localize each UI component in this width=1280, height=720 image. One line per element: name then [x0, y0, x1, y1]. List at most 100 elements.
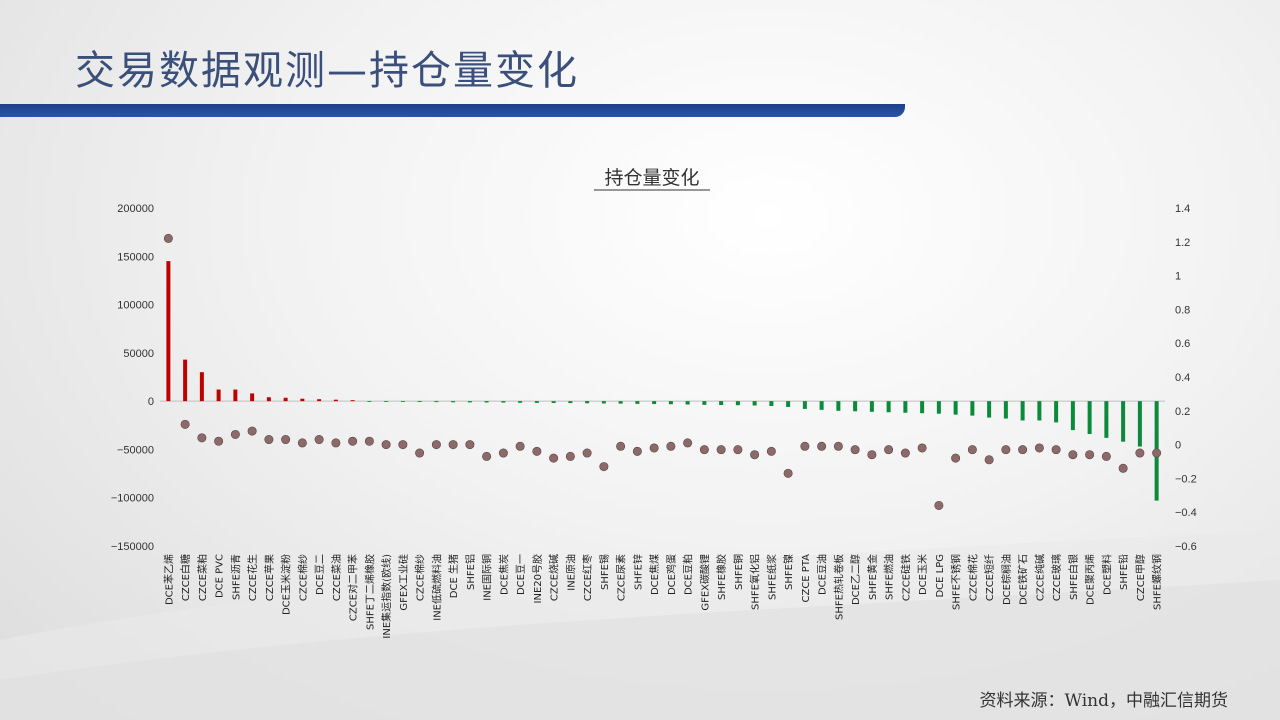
bar	[183, 359, 188, 402]
bar	[802, 401, 807, 409]
marker-point	[1135, 448, 1145, 458]
marker-point	[683, 438, 693, 448]
x-tick-label: SHFE氧化铝	[749, 554, 762, 610]
bar	[786, 401, 791, 407]
bar	[635, 401, 640, 404]
x-tick-label: DCE豆油	[816, 554, 829, 595]
x-tick-label: SHFE黄金	[866, 554, 879, 600]
marker-point	[415, 448, 425, 458]
y-right-tick-label: −0.6	[1175, 541, 1197, 553]
marker-point	[783, 468, 793, 478]
bar	[903, 401, 908, 413]
bar	[417, 401, 422, 403]
x-tick-label: CZCE红枣	[581, 554, 594, 601]
x-tick-label: SHFE锌	[631, 554, 644, 590]
bar	[467, 401, 472, 403]
x-tick-label: SHFE不锈钢	[950, 554, 963, 610]
marker-point	[616, 441, 626, 451]
x-tick-label: INE集运指数(欧线)	[380, 554, 393, 639]
marker-point	[967, 445, 977, 455]
x-axis-labels: DCE苯乙烯 CZCE白糖 CZCE菜粕 DCE PVC SHFE沥青 CZCE花生 CZC…	[162, 554, 1163, 639]
marker-point	[180, 419, 190, 429]
x-tick-label: INE原油	[564, 554, 577, 591]
decorative-wave	[0, 530, 1280, 720]
x-tick-label: DCE铁矿石	[1017, 554, 1030, 605]
bar	[233, 389, 238, 402]
title-underline-bar	[0, 104, 905, 117]
x-tick-label: CZCE菜油	[330, 554, 343, 601]
marker-point	[1118, 463, 1128, 473]
bar	[1070, 401, 1075, 431]
marker-point	[163, 233, 173, 243]
x-tick-label: SHFE燃油	[883, 554, 896, 600]
bar	[250, 393, 255, 402]
bar	[501, 401, 506, 403]
x-tick-label: SHFE沥青	[229, 554, 242, 600]
bar	[668, 401, 673, 405]
bar	[869, 401, 874, 412]
marker-point	[498, 448, 508, 458]
x-tick-label: CZCE对二甲苯	[347, 554, 360, 621]
bar	[752, 401, 757, 406]
marker-point	[884, 445, 894, 455]
x-tick-label: DCE玉米淀粉	[280, 554, 293, 615]
x-tick-label: SHFE白银	[1067, 554, 1080, 600]
marker-point	[917, 443, 927, 453]
x-tick-label: DCE棕榈油	[1000, 554, 1013, 605]
bar	[367, 401, 372, 402]
x-tick-label: SHFE丁二烯橡胶	[363, 554, 376, 630]
chart-axes: 200000 150000 100000 50000 0 −50000 −100000 −15…	[111, 203, 1197, 553]
marker-point	[951, 453, 961, 463]
x-tick-label: DCE PVC	[215, 554, 226, 598]
data-source-note: 资料来源：Wind，中融汇信期货	[979, 691, 1228, 711]
bar	[518, 401, 523, 403]
bar	[283, 397, 288, 402]
x-tick-label: CZCE花生	[246, 554, 259, 601]
x-tick-label: CZCE棉纱	[296, 554, 309, 601]
y-right-tick-label: −0.4	[1175, 507, 1197, 519]
y-right-tick-label: 1	[1175, 271, 1181, 283]
marker-point	[984, 455, 994, 465]
x-tick-label: DCE焦煤	[648, 554, 661, 595]
y-left-tick-label: −100000	[111, 493, 154, 505]
x-tick-label: CZCE短纤	[983, 554, 996, 601]
bar	[853, 401, 858, 412]
x-tick-label: DCE鸡蛋	[665, 554, 678, 595]
x-tick-label: SHFE纸浆	[765, 554, 778, 600]
x-tick-label: CZCE PTA	[801, 554, 812, 603]
marker-point	[398, 440, 408, 450]
y-left-tick-label: 150000	[117, 251, 154, 263]
x-tick-label: CZCE棉花	[966, 554, 979, 601]
marker-point	[632, 446, 642, 456]
marker-point	[482, 451, 492, 461]
x-tick-label: DCE焦炭	[497, 554, 510, 595]
bar	[652, 401, 657, 405]
bar	[166, 261, 171, 402]
x-tick-label: CZCE尿素	[615, 554, 628, 601]
bar	[451, 401, 456, 403]
x-tick-label: DCE 生猪	[447, 554, 460, 598]
y-left-tick-label: 50000	[123, 348, 154, 360]
x-tick-label: DCE豆二	[314, 554, 326, 595]
x-tick-label: GFEX工业硅	[397, 554, 410, 611]
y-left-tick-label: 100000	[117, 300, 154, 312]
marker-point	[247, 426, 257, 436]
bar	[953, 401, 958, 415]
y-right-tick-label: −0.2	[1175, 473, 1197, 485]
bar	[1003, 401, 1008, 419]
marker-point	[1018, 445, 1028, 455]
marker-point	[281, 435, 291, 445]
bar	[551, 401, 556, 403]
x-tick-label: SHFE铝	[465, 554, 477, 590]
marker-point	[381, 440, 391, 450]
chart-title: 持仓量变化	[604, 167, 699, 189]
y-left-tick-label: −50000	[117, 444, 154, 456]
marker-point	[666, 441, 676, 451]
marker-point	[515, 441, 525, 451]
bar	[216, 389, 221, 402]
bar	[1121, 401, 1126, 442]
x-tick-label: DCE塑料	[1100, 554, 1113, 595]
bar	[1020, 401, 1025, 421]
marker-point	[750, 450, 760, 460]
x-tick-label: CZCE纯碱	[1033, 554, 1046, 601]
